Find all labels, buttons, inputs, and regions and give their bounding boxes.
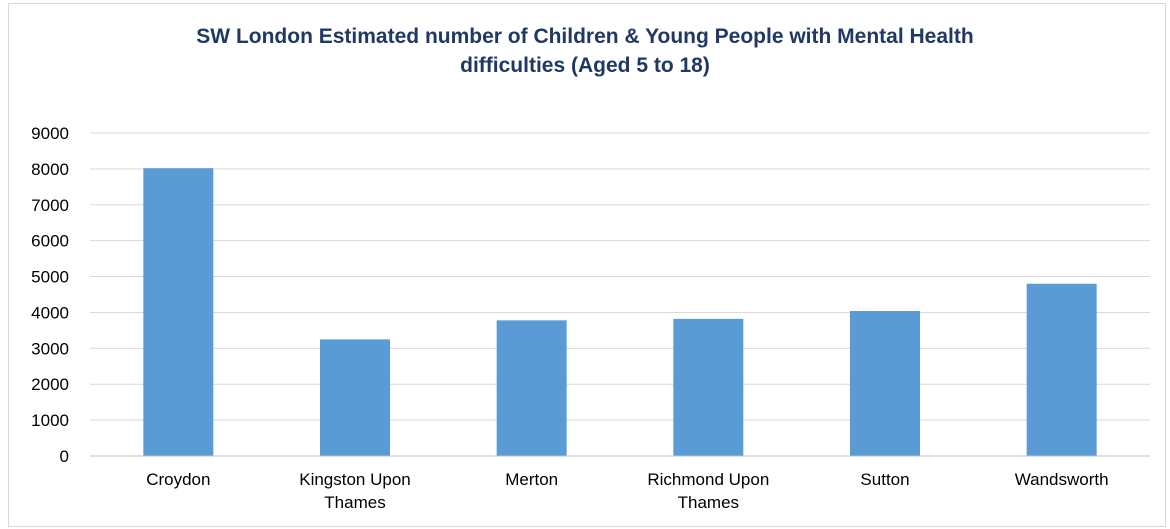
y-tick-label: 7000 <box>31 196 69 215</box>
x-tick-label: Kingston Upon <box>299 470 411 489</box>
x-tick-label: Richmond Upon <box>647 470 769 489</box>
bar <box>1026 283 1097 456</box>
x-tick-label: Merton <box>505 470 558 489</box>
y-axis-ticks: 0 1000 2000 3000 4000 5000 6000 7000 8000 9000 <box>31 124 69 466</box>
y-tick-label: 8000 <box>31 160 69 179</box>
y-tick-label: 6000 <box>31 232 69 251</box>
bar <box>496 320 567 456</box>
y-tick-label: 0 <box>60 447 69 466</box>
bar <box>320 339 390 456</box>
x-tick-label: Wandsworth <box>1015 470 1109 489</box>
gridlines <box>90 132 1150 421</box>
chart-title: SW London Estimated number of Children &… <box>196 25 974 77</box>
y-tick-label: 3000 <box>31 339 69 358</box>
bars <box>143 168 1097 456</box>
bar <box>850 311 920 456</box>
bar <box>143 168 214 456</box>
y-tick-label: 2000 <box>31 375 69 394</box>
x-tick-label: Sutton <box>860 470 909 489</box>
x-axis-labels: Croydon Kingston Upon Thames Merton Richmond… <box>146 470 1108 512</box>
y-tick-label: 5000 <box>31 268 69 287</box>
y-tick-label: 4000 <box>31 303 69 322</box>
y-tick-label: 9000 <box>31 124 69 143</box>
bar <box>673 318 744 456</box>
x-tick-label: Croydon <box>146 470 210 489</box>
x-tick-label: Thames <box>324 493 385 512</box>
y-tick-label: 1000 <box>31 411 69 430</box>
x-tick-label: Thames <box>678 493 739 512</box>
